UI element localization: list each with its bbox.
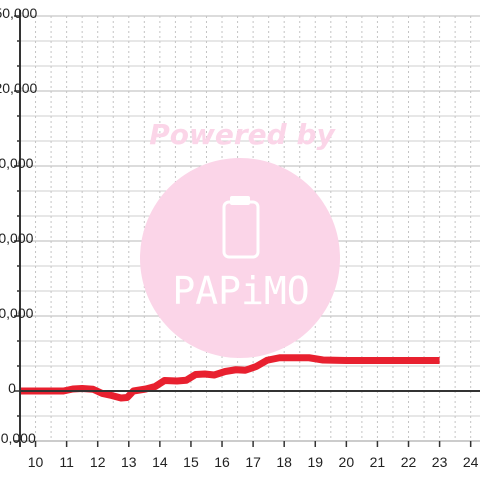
y-tick-label: -20,000 <box>0 430 36 446</box>
watermark: Powered by PAPiMO <box>140 118 340 358</box>
x-tick-label: 20 <box>339 454 355 470</box>
y-tick-label: 120,000 <box>0 80 38 96</box>
x-tick-label: 22 <box>401 454 417 470</box>
y-tick-label: 30,000 <box>0 305 34 321</box>
x-tick-label: 18 <box>276 454 292 470</box>
y-tick-label: 150,000 <box>0 5 38 21</box>
x-tick-label: 11 <box>59 454 74 470</box>
watermark-brand: PAPiMO <box>172 269 309 313</box>
axes-layer <box>14 10 480 447</box>
y-tick-label: 0 <box>8 380 16 396</box>
x-tick-label: 12 <box>90 454 106 470</box>
grid-layer <box>20 15 480 442</box>
x-tick-label: 21 <box>370 454 386 470</box>
x-tick-label: 10 <box>28 454 44 470</box>
x-tick-label: 13 <box>121 454 137 470</box>
x-tick-label: 15 <box>183 454 199 470</box>
x-tick-label: 24 <box>463 454 479 470</box>
x-tick-label: 23 <box>432 454 448 470</box>
x-tick-label: 17 <box>245 454 261 470</box>
phone-icon <box>222 196 260 259</box>
label-layer: -20,000 0 30,000 60,000 90,000 120,000 150,000… <box>0 5 479 470</box>
y-tick-label: 60,000 <box>0 230 34 246</box>
series-layer <box>20 354 440 402</box>
watermark-powered-by: Powered by <box>149 118 336 151</box>
y-tick-label: 90,000 <box>0 155 34 171</box>
x-tick-label: 14 <box>152 454 168 470</box>
x-tick-label: 19 <box>307 454 323 470</box>
series-line-0 <box>20 354 440 402</box>
x-tick-label: 16 <box>214 454 230 470</box>
